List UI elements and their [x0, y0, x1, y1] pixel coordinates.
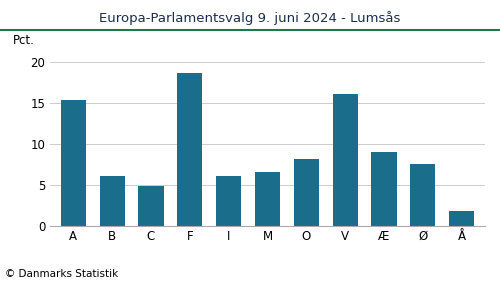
Bar [177, 73, 203, 226]
Bar [60, 100, 86, 226]
Bar [138, 186, 164, 226]
Text: Europa-Parlamentsvalg 9. juni 2024 - Lumsås: Europa-Parlamentsvalg 9. juni 2024 - Lum… [100, 11, 401, 25]
Text: Pct.: Pct. [13, 34, 35, 47]
Bar [100, 176, 125, 226]
Text: © Danmarks Statistik: © Danmarks Statistik [5, 269, 118, 279]
Bar [449, 211, 474, 226]
Bar [410, 164, 436, 226]
Bar [216, 176, 242, 226]
Bar [255, 172, 280, 226]
Bar [372, 152, 396, 226]
Bar [294, 158, 319, 226]
Bar [332, 94, 358, 226]
